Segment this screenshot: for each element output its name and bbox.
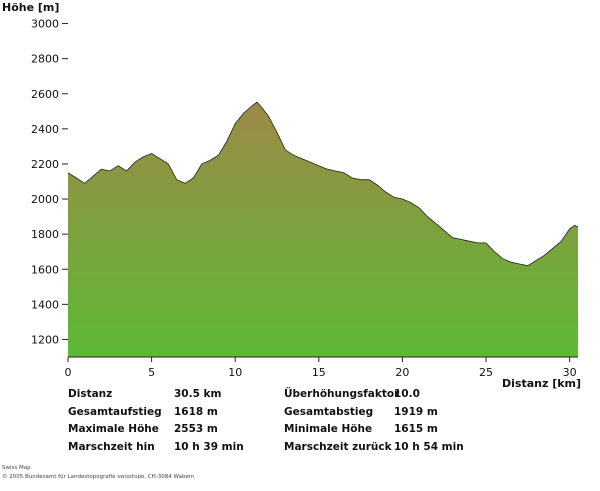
credit-line-2: © 2005 Bundesamt für Landestopografie sw…	[2, 474, 195, 480]
x-tick-label: 5	[148, 366, 155, 379]
stat-min-height: Minimale Höhe 1615 m	[284, 421, 464, 439]
y-tick-label: 1600	[31, 263, 59, 276]
stat-value: 30.5 km	[174, 388, 222, 400]
stat-walk-time-back: Marschzeit zurück 10 h 54 min	[284, 439, 464, 457]
credit-line-1: Swiss Map	[2, 465, 31, 471]
stat-label: Gesamtaufstieg	[68, 405, 162, 418]
stat-max-height: Maximale Höhe 2553 m	[68, 421, 244, 439]
elevation-outline	[67, 101, 579, 267]
stats-right: Überhöhungsfaktor10.0 Gesamtabstieg 1919 …	[284, 386, 464, 456]
x-axis-ticks: 0 5 10 15 20 25 30	[65, 357, 577, 379]
stat-label: Minimale Höhe	[284, 423, 373, 435]
stat-total-descent: Gesamtabstieg 1919 m	[284, 404, 464, 422]
stat-label: Distanz	[68, 388, 113, 400]
stat-value: 1618 m	[174, 405, 218, 418]
stat-value: 10 h 39 min	[174, 440, 244, 453]
stat-value: 10.0	[394, 388, 420, 400]
x-tick-label: 10	[228, 366, 242, 379]
y-tick-label: 2600	[31, 88, 59, 101]
y-tick-label: 2800	[31, 53, 59, 66]
stat-walk-time-there: Marschzeit hin 10 h 39 min	[68, 439, 244, 457]
stat-label: Maximale Höhe	[68, 423, 159, 435]
stat-total-ascent: Gesamtaufstieg 1618 m	[68, 404, 244, 422]
x-tick-label: 15	[312, 366, 326, 379]
x-tick-label: 30	[563, 366, 577, 379]
x-tick-label: 25	[479, 366, 493, 379]
stat-value: 2553 m	[174, 423, 218, 435]
y-tick-label: 1200	[31, 333, 59, 346]
y-tick-label: 1400	[31, 298, 59, 311]
y-tick-label: 3000	[31, 18, 59, 31]
stat-label: Gesamtabstieg	[284, 405, 374, 418]
y-tick-label: 2200	[31, 158, 59, 171]
x-tick-label: 0	[65, 366, 72, 379]
y-tick-label: 2000	[31, 193, 59, 206]
stat-label: Überhöhungsfaktor	[284, 388, 400, 400]
stats-left: Distanz 30.5 km Gesamtaufstieg 1618 m Maxi…	[68, 386, 244, 456]
stat-distance: Distanz 30.5 km	[68, 386, 244, 404]
y-tick-label: 1800	[31, 228, 59, 241]
x-axis-title: Distanz [km]	[502, 377, 581, 390]
stat-label: Marschzeit zurück	[284, 440, 392, 453]
y-axis-title: Höhe [m]	[2, 1, 59, 14]
stat-value: 1919 m	[394, 405, 438, 418]
stat-value: 1615 m	[394, 423, 438, 435]
stat-exaggeration-factor: Überhöhungsfaktor10.0	[284, 386, 464, 404]
stat-label: Marschzeit hin	[68, 440, 155, 453]
y-tick-label: 2400	[31, 123, 59, 136]
stat-value: 10 h 54 min	[394, 440, 464, 453]
elevation-area	[68, 102, 578, 357]
x-tick-label: 20	[395, 366, 409, 379]
y-axis-ticks: 1200 1400 1600 1800 2000 2200 2400 2600 2800 3000	[31, 18, 68, 346]
